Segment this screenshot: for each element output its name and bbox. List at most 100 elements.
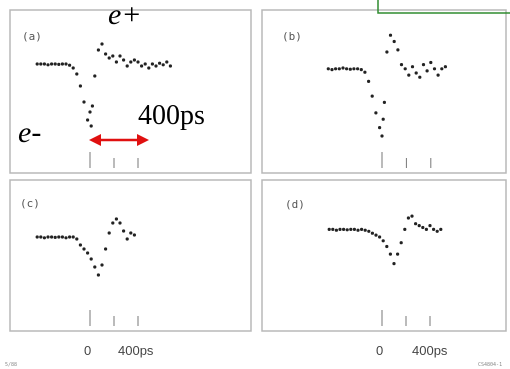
- bottom-right-zero-label: 0: [376, 343, 383, 358]
- panel-label-c: (c): [20, 197, 40, 210]
- data-point-c-1: [39, 235, 43, 239]
- data-point-d-30: [435, 229, 439, 233]
- panel-frame-c: [9, 179, 252, 332]
- corner-code-right: CS4804-1: [478, 362, 502, 368]
- data-point-c-20: [107, 231, 111, 235]
- data-point-a-37: [161, 63, 165, 67]
- data-point-d-9: [360, 227, 364, 231]
- data-point-c-15: [89, 257, 93, 261]
- panel-label-b: (b): [282, 30, 302, 43]
- data-point-a-24: [114, 60, 118, 64]
- data-point-c-26: [129, 231, 133, 235]
- data-point-b-33: [440, 67, 444, 71]
- data-point-a-6: [57, 62, 61, 66]
- data-point-a-2: [42, 62, 47, 66]
- data-point-d-2: [334, 228, 338, 232]
- data-point-a-36: [158, 61, 162, 65]
- data-point-d-14: [378, 235, 382, 239]
- data-point-a-21: [104, 52, 108, 56]
- data-point-b-17: [382, 100, 386, 104]
- data-point-a-14: [86, 118, 90, 122]
- data-point-a-11: [75, 72, 79, 76]
- data-point-d-27: [424, 227, 428, 231]
- data-point-b-11: [367, 79, 371, 83]
- plot-d: [327, 214, 443, 326]
- data-point-b-19: [388, 33, 393, 37]
- data-point-a-28: [129, 60, 133, 64]
- data-point-a-26: [122, 58, 126, 62]
- data-point-c-25: [125, 237, 129, 241]
- data-point-d-20: [399, 241, 403, 245]
- data-point-a-8: [64, 62, 68, 66]
- data-point-d-11: [367, 229, 371, 233]
- data-point-b-2: [334, 67, 338, 71]
- data-point-a-16: [89, 124, 93, 128]
- data-point-a-10: [71, 66, 75, 70]
- panel-frame-d: [261, 179, 507, 332]
- data-point-b-23: [403, 67, 407, 71]
- data-point-d-1: [331, 227, 335, 231]
- data-point-c-3: [46, 235, 50, 239]
- data-point-d-21: [403, 227, 407, 231]
- plot-c: [35, 217, 139, 326]
- data-point-b-14: [378, 126, 382, 130]
- annotation-e-plus: e+: [108, 0, 142, 31]
- data-point-c-11: [75, 237, 79, 241]
- panel-frame-a: [9, 9, 252, 174]
- data-point-b-29: [425, 69, 429, 73]
- data-point-a-20: [100, 42, 104, 46]
- data-point-b-3: [337, 67, 341, 71]
- annotation-interval: 400ps: [138, 100, 205, 131]
- data-point-a-9: [68, 63, 72, 67]
- data-point-a-33: [147, 66, 151, 70]
- data-point-c-8: [64, 236, 68, 240]
- data-point-a-32: [143, 62, 147, 66]
- data-point-d-12: [370, 231, 374, 235]
- data-point-b-32: [436, 73, 440, 77]
- data-point-c-16: [93, 265, 97, 269]
- data-point-d-7: [352, 227, 356, 231]
- interval-arrow-head-left: [89, 134, 101, 146]
- data-point-d-16: [385, 244, 389, 249]
- data-point-d-13: [374, 233, 378, 237]
- interval-arrow-head-right: [137, 134, 149, 146]
- interval-arrow: [89, 134, 149, 146]
- data-point-b-30: [429, 60, 433, 65]
- data-point-a-13: [82, 100, 86, 104]
- data-point-a-5: [53, 62, 57, 66]
- data-point-a-1: [39, 62, 43, 66]
- data-point-b-9: [359, 68, 363, 72]
- data-point-d-28: [428, 224, 432, 228]
- data-point-b-4: [341, 66, 345, 70]
- data-point-d-10: [363, 228, 367, 232]
- data-point-c-7: [60, 235, 64, 239]
- panel-label-a: (a): [22, 30, 42, 43]
- data-point-c-24: [122, 229, 126, 233]
- data-point-b-28: [421, 63, 426, 67]
- data-point-a-30: [136, 60, 140, 64]
- data-point-a-29: [132, 58, 136, 62]
- data-point-c-5: [53, 235, 57, 239]
- data-point-d-4: [342, 227, 346, 231]
- data-point-d-6: [349, 227, 353, 231]
- data-point-d-18: [392, 262, 396, 266]
- data-point-d-23: [410, 214, 414, 218]
- data-point-b-6: [348, 67, 352, 71]
- data-point-d-19: [396, 252, 400, 256]
- data-point-b-18: [385, 50, 389, 54]
- data-point-c-6: [57, 235, 61, 239]
- data-point-a-7: [60, 62, 64, 66]
- data-point-a-3: [46, 63, 50, 67]
- data-point-a-19: [96, 48, 100, 52]
- data-point-d-31: [439, 227, 443, 231]
- data-point-b-26: [414, 71, 418, 75]
- data-point-a-34: [150, 62, 154, 66]
- data-point-c-2: [42, 236, 47, 240]
- data-point-b-13: [374, 111, 378, 115]
- data-point-c-9: [68, 235, 72, 239]
- data-point-d-25: [417, 224, 421, 228]
- data-point-b-1: [330, 68, 334, 72]
- data-point-c-4: [50, 235, 54, 239]
- data-point-a-0: [35, 62, 39, 66]
